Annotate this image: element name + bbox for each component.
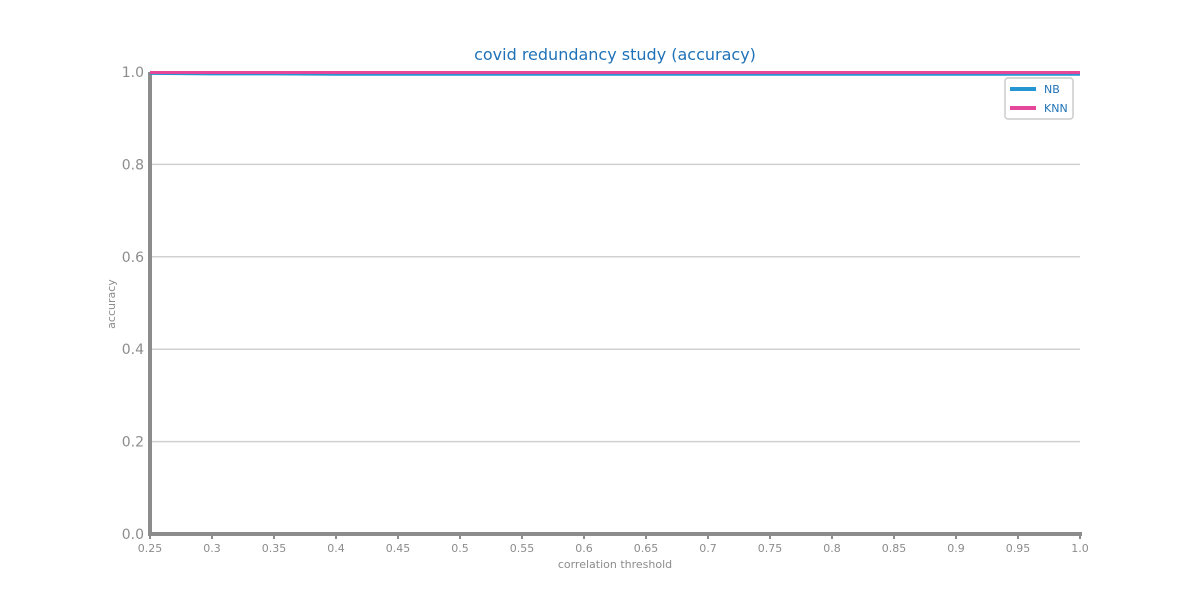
chart-title: covid redundancy study (accuracy) (474, 45, 756, 64)
y-tick-label: 0.8 (122, 157, 144, 173)
axes (148, 72, 1082, 536)
grid (150, 71, 1080, 443)
x-tick-label: 0.5 (451, 542, 469, 555)
y-axis-label: accuracy (105, 279, 118, 329)
x-tick-label: 0.95 (1006, 542, 1031, 555)
x-tick-label: 1.0 (1071, 542, 1089, 555)
x-tick-label: 0.45 (386, 542, 411, 555)
y-tick-label: 0.2 (122, 435, 144, 451)
x-axis-ticks: 0.25 0.3 0.35 0.4 0.45 0.5 0.55 0.6 0.65 0.7 0.75 0… (138, 534, 1089, 555)
series-line-nb (149, 71, 1080, 76)
x-tick-label: 0.85 (882, 542, 907, 555)
x-tick-label: 0.25 (138, 542, 163, 555)
x-axis-label: correlation threshold (558, 558, 672, 571)
x-tick-label: 0.75 (758, 542, 783, 555)
x-tick-label: 0.35 (262, 542, 287, 555)
y-tick-label: 0.6 (122, 250, 144, 266)
legend-label-nb: NB (1044, 83, 1060, 96)
x-tick-label: 0.9 (947, 542, 965, 555)
x-tick-label: 0.6 (575, 542, 593, 555)
legend: NB KNN (1004, 77, 1074, 120)
x-tick-label: 0.7 (699, 542, 717, 555)
x-tick-label: 0.3 (203, 542, 221, 555)
y-tick-label: 1.0 (122, 65, 144, 81)
x-tick-label: 0.55 (510, 542, 535, 555)
series-lines (149, 70, 1080, 76)
x-tick-label: 0.8 (823, 542, 841, 555)
x-tick-label: 0.65 (634, 542, 659, 555)
y-axis-ticks: 0.0 0.2 0.4 0.6 0.8 1.0 (122, 65, 144, 543)
y-tick-label: 0.0 (122, 527, 144, 543)
legend-label-knn: KNN (1044, 102, 1068, 115)
y-tick-label: 0.4 (122, 342, 144, 358)
x-tick-label: 0.4 (327, 542, 345, 555)
